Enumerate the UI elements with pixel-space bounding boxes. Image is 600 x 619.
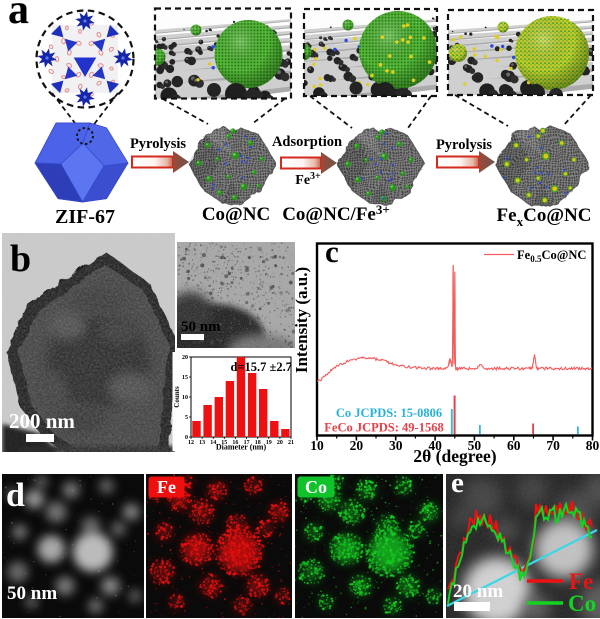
svg-text:200 nm: 200 nm — [9, 409, 75, 433]
svg-text:15: 15 — [221, 440, 227, 446]
svg-text:20: 20 — [277, 440, 283, 446]
svg-text:Co@NC/Fe3+: Co@NC/Fe3+ — [282, 202, 390, 225]
svg-text:21: 21 — [288, 440, 294, 446]
svg-text:Intensity (a.u.): Intensity (a.u.) — [292, 267, 311, 373]
svg-text:80: 80 — [586, 438, 600, 453]
svg-text:Fe0.5Co@NC: Fe0.5Co@NC — [517, 248, 586, 264]
svg-text:Fe: Fe — [157, 477, 176, 497]
svg-text:c: c — [325, 234, 339, 269]
svg-text:13: 13 — [199, 440, 205, 446]
svg-text:a: a — [8, 0, 29, 33]
svg-text:Counts: Counts — [173, 386, 181, 408]
svg-text:19: 19 — [266, 440, 272, 446]
svg-text:12: 12 — [188, 440, 194, 446]
svg-text:20: 20 — [182, 355, 188, 361]
svg-text:FexCo@NC: FexCo@NC — [497, 205, 592, 229]
svg-text:Adsorption: Adsorption — [272, 134, 342, 150]
svg-text:16: 16 — [232, 440, 238, 446]
svg-text:Fe: Fe — [569, 569, 593, 594]
svg-text:FeCo JCPDS: 49-1568: FeCo JCPDS: 49-1568 — [324, 421, 443, 435]
svg-text:20: 20 — [350, 438, 364, 453]
svg-text:0: 0 — [185, 435, 188, 441]
svg-text:Diameter (nm): Diameter (nm) — [216, 443, 267, 452]
svg-text:15: 15 — [182, 375, 188, 381]
svg-text:5: 5 — [185, 415, 188, 421]
svg-text:e: e — [451, 467, 464, 499]
svg-text:2θ (degree): 2θ (degree) — [413, 446, 496, 466]
svg-text:Pyrolysis: Pyrolysis — [436, 137, 492, 153]
svg-text:10: 10 — [182, 395, 188, 401]
svg-text:Fe3+: Fe3+ — [295, 171, 321, 188]
svg-text:17: 17 — [244, 440, 250, 446]
svg-text:30: 30 — [389, 438, 403, 453]
svg-text:14: 14 — [210, 440, 216, 446]
svg-text:40: 40 — [428, 438, 442, 453]
svg-text:Co@NC: Co@NC — [202, 204, 270, 225]
svg-text:50: 50 — [468, 438, 482, 453]
svg-text:Co JCPDS: 15-0806: Co JCPDS: 15-0806 — [336, 406, 442, 420]
svg-text:ZIF-67: ZIF-67 — [55, 206, 115, 228]
svg-text:Co: Co — [568, 591, 596, 616]
svg-text:60: 60 — [507, 438, 521, 453]
svg-text:Co: Co — [305, 477, 327, 497]
svg-text:70: 70 — [546, 438, 560, 453]
svg-text:18: 18 — [255, 440, 261, 446]
svg-text:20 nm: 20 nm — [453, 581, 503, 602]
svg-text:10: 10 — [310, 438, 324, 453]
svg-text:b: b — [10, 238, 31, 280]
svg-text:d=15.7 ±2.7: d=15.7 ±2.7 — [230, 360, 292, 374]
svg-text:50 nm: 50 nm — [7, 583, 57, 604]
svg-text:d: d — [6, 477, 25, 514]
svg-text:50 nm: 50 nm — [181, 319, 221, 335]
svg-text:Pyrolysis: Pyrolysis — [130, 136, 186, 152]
